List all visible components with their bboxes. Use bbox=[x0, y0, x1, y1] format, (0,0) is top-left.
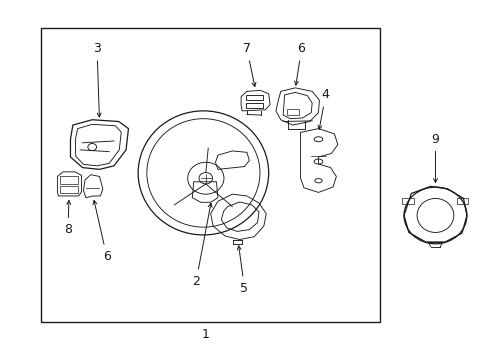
Bar bbox=[41, 28, 379, 322]
Ellipse shape bbox=[187, 162, 224, 194]
Text: 4: 4 bbox=[317, 89, 329, 129]
Bar bbox=[402, 198, 413, 204]
Text: 3: 3 bbox=[93, 42, 101, 117]
Text: 2: 2 bbox=[192, 203, 212, 288]
Text: 1: 1 bbox=[202, 328, 209, 341]
Bar bbox=[60, 176, 78, 184]
Bar bbox=[245, 103, 263, 108]
Text: 8: 8 bbox=[64, 201, 72, 236]
Bar bbox=[456, 198, 468, 204]
Bar bbox=[286, 109, 298, 115]
Bar bbox=[245, 95, 263, 100]
Text: 5: 5 bbox=[237, 246, 248, 294]
Bar bbox=[60, 186, 78, 193]
Text: 7: 7 bbox=[243, 42, 255, 86]
Text: 6: 6 bbox=[294, 42, 305, 85]
Text: 6: 6 bbox=[93, 201, 110, 263]
Text: 9: 9 bbox=[430, 133, 439, 183]
